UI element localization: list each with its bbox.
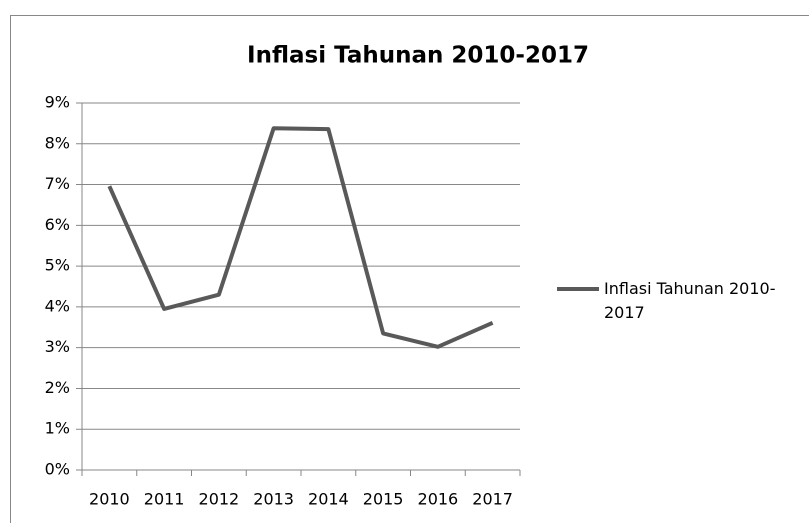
y-tick-label: 7% <box>45 174 70 193</box>
y-tick-label: 0% <box>45 460 70 479</box>
y-tick-label: 1% <box>45 419 70 438</box>
y-tick-label: 2% <box>45 378 70 397</box>
y-tick-label: 8% <box>45 133 70 152</box>
x-tick-label: 2016 <box>418 490 459 509</box>
x-tick-label: 2010 <box>89 490 130 509</box>
y-tick-label: 6% <box>45 215 70 234</box>
y-tick-label: 5% <box>45 256 70 275</box>
chart-title: Inflasi Tahunan 2010-2017 <box>247 43 589 69</box>
line-series <box>107 126 494 349</box>
x-tick-label: 2011 <box>144 490 185 509</box>
x-tick-label: 2017 <box>472 490 513 509</box>
legend-label: Inflasi Tahunan 2010-2017 <box>604 279 776 322</box>
x-tick-label: 2014 <box>308 490 349 509</box>
y-tick-label: 9% <box>45 93 70 112</box>
y-tick-label: 3% <box>45 337 70 356</box>
x-tick-label: 2012 <box>199 490 240 509</box>
y-tick-label: 4% <box>45 296 70 315</box>
x-tick-label: 2015 <box>363 490 404 509</box>
chart-frame <box>10 15 809 523</box>
x-tick-label: 2013 <box>253 490 294 509</box>
